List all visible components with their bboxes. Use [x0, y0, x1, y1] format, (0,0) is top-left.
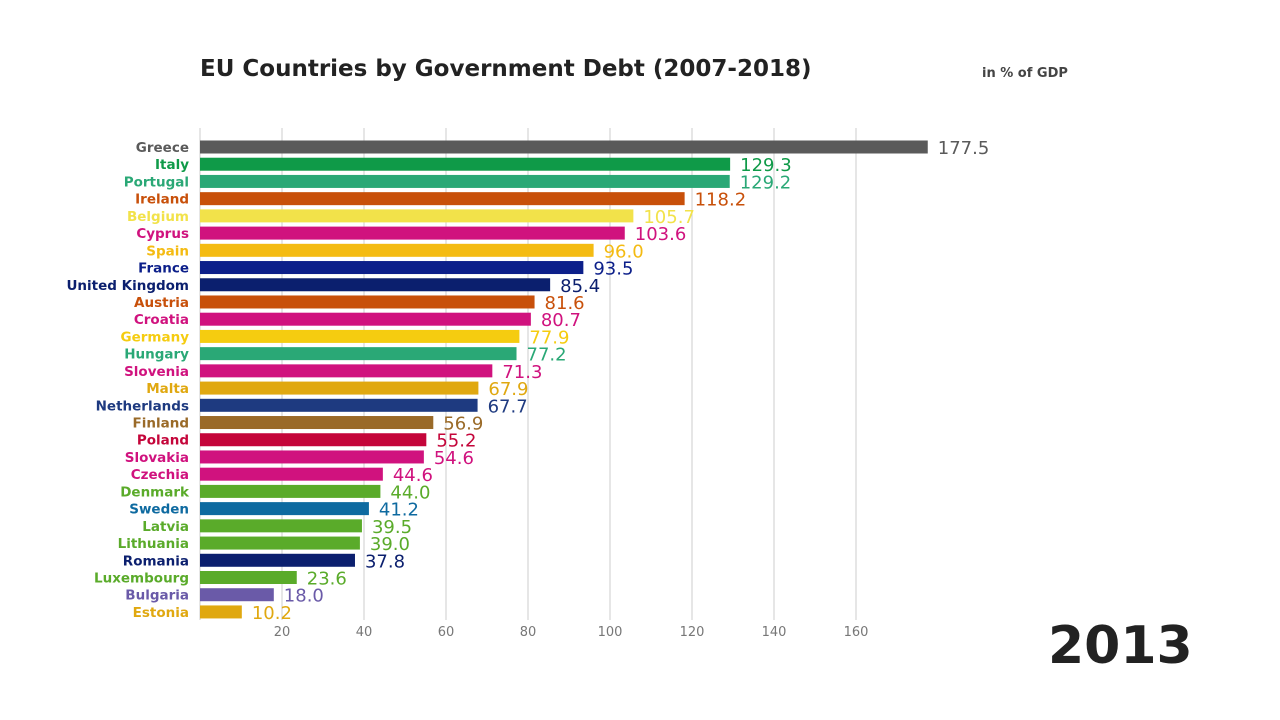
data-label: 129.3: [740, 155, 792, 176]
x-tick-label: 20: [274, 625, 291, 640]
data-label: 96.0: [604, 241, 644, 262]
data-label: 81.6: [545, 293, 585, 314]
category-label: Romania: [123, 553, 189, 569]
category-label: Latvia: [142, 519, 189, 535]
category-label: Belgium: [127, 209, 189, 225]
data-label: 71.3: [502, 362, 542, 383]
bar: [200, 536, 360, 550]
data-label: 93.5: [593, 259, 633, 280]
data-label: 18.0: [284, 586, 324, 607]
category-label: Portugal: [124, 174, 189, 190]
category-label: Lithuania: [118, 536, 189, 552]
x-tick-label: 120: [680, 625, 705, 640]
x-tick-label: 100: [598, 625, 623, 640]
bar: [200, 433, 427, 447]
bar: [200, 571, 297, 584]
category-label: Ireland: [135, 192, 189, 208]
bar: [200, 398, 478, 412]
category-label: Hungary: [124, 347, 189, 363]
data-label: 55.2: [436, 431, 476, 452]
data-label: 56.9: [443, 414, 483, 435]
bar: [200, 226, 625, 240]
bar: [200, 467, 383, 481]
category-label: Slovakia: [125, 450, 189, 466]
bar: [200, 519, 362, 533]
category-label: Cyprus: [136, 226, 189, 242]
data-label: 105.7: [643, 207, 695, 228]
bar: [200, 261, 584, 275]
category-label: Croatia: [134, 312, 189, 328]
x-tick-label: 140: [762, 625, 787, 640]
data-label: 103.6: [635, 224, 687, 245]
bar: [200, 364, 493, 378]
data-label: 41.2: [379, 500, 419, 521]
category-label: Slovenia: [124, 364, 189, 380]
category-label: Poland: [137, 433, 189, 449]
data-label: 37.8: [365, 551, 405, 572]
x-tick-label: 60: [438, 625, 455, 640]
bar: [200, 140, 928, 154]
bar: [200, 450, 424, 464]
bar: [200, 605, 242, 619]
category-label: Estonia: [133, 605, 189, 621]
data-label: 118.2: [695, 190, 747, 211]
category-label: Czechia: [131, 467, 189, 483]
bar: [200, 209, 634, 223]
data-label: 80.7: [541, 310, 581, 331]
data-label: 23.6: [307, 569, 347, 590]
data-label: 44.6: [393, 465, 433, 486]
bar: [200, 329, 520, 343]
category-label: Germany: [121, 329, 190, 345]
data-label: 39.0: [370, 534, 410, 555]
bar: [200, 502, 369, 516]
x-tick-label: 160: [844, 625, 869, 640]
category-label: Spain: [146, 243, 189, 259]
category-label: Bulgaria: [125, 588, 189, 604]
category-label: Finland: [133, 416, 189, 432]
bar: [200, 381, 479, 395]
data-label: 54.6: [434, 448, 474, 469]
category-label: Malta: [146, 381, 189, 397]
category-label: Denmark: [120, 484, 190, 500]
bar: [200, 484, 381, 498]
category-label: France: [138, 261, 189, 277]
category-label: Sweden: [129, 502, 189, 518]
category-label: Netherlands: [96, 398, 189, 414]
data-label: 85.4: [560, 276, 600, 297]
bar: [200, 278, 551, 292]
chart-title: EU Countries by Government Debt (2007-20…: [200, 56, 812, 82]
year-label: 2013: [1048, 616, 1193, 676]
category-label: United Kingdom: [66, 278, 189, 294]
bar: [200, 588, 274, 602]
data-label: 77.9: [529, 327, 569, 348]
bar: [200, 347, 517, 361]
data-label: 77.2: [527, 345, 567, 366]
data-label: 177.5: [938, 138, 990, 159]
category-label: Italy: [155, 157, 189, 173]
data-label: 39.5: [372, 517, 412, 538]
unit-label: in % of GDP: [982, 66, 1068, 81]
data-label: 10.2: [252, 603, 292, 624]
category-label: Austria: [134, 295, 189, 311]
x-tick-label: 40: [356, 625, 373, 640]
bar: [200, 553, 355, 567]
bar: [200, 174, 730, 188]
category-label: Greece: [136, 140, 189, 156]
category-label: Luxembourg: [94, 571, 189, 587]
data-label: 67.9: [488, 379, 528, 400]
data-label: 44.0: [390, 482, 430, 503]
bar: [200, 192, 685, 206]
bar: [200, 416, 434, 430]
bar: [200, 157, 731, 171]
bar: [200, 312, 531, 326]
bar: [200, 295, 535, 309]
x-tick-label: 80: [520, 625, 537, 640]
bar: [200, 243, 594, 257]
data-label: 67.7: [488, 396, 528, 417]
data-label: 129.2: [740, 172, 792, 193]
